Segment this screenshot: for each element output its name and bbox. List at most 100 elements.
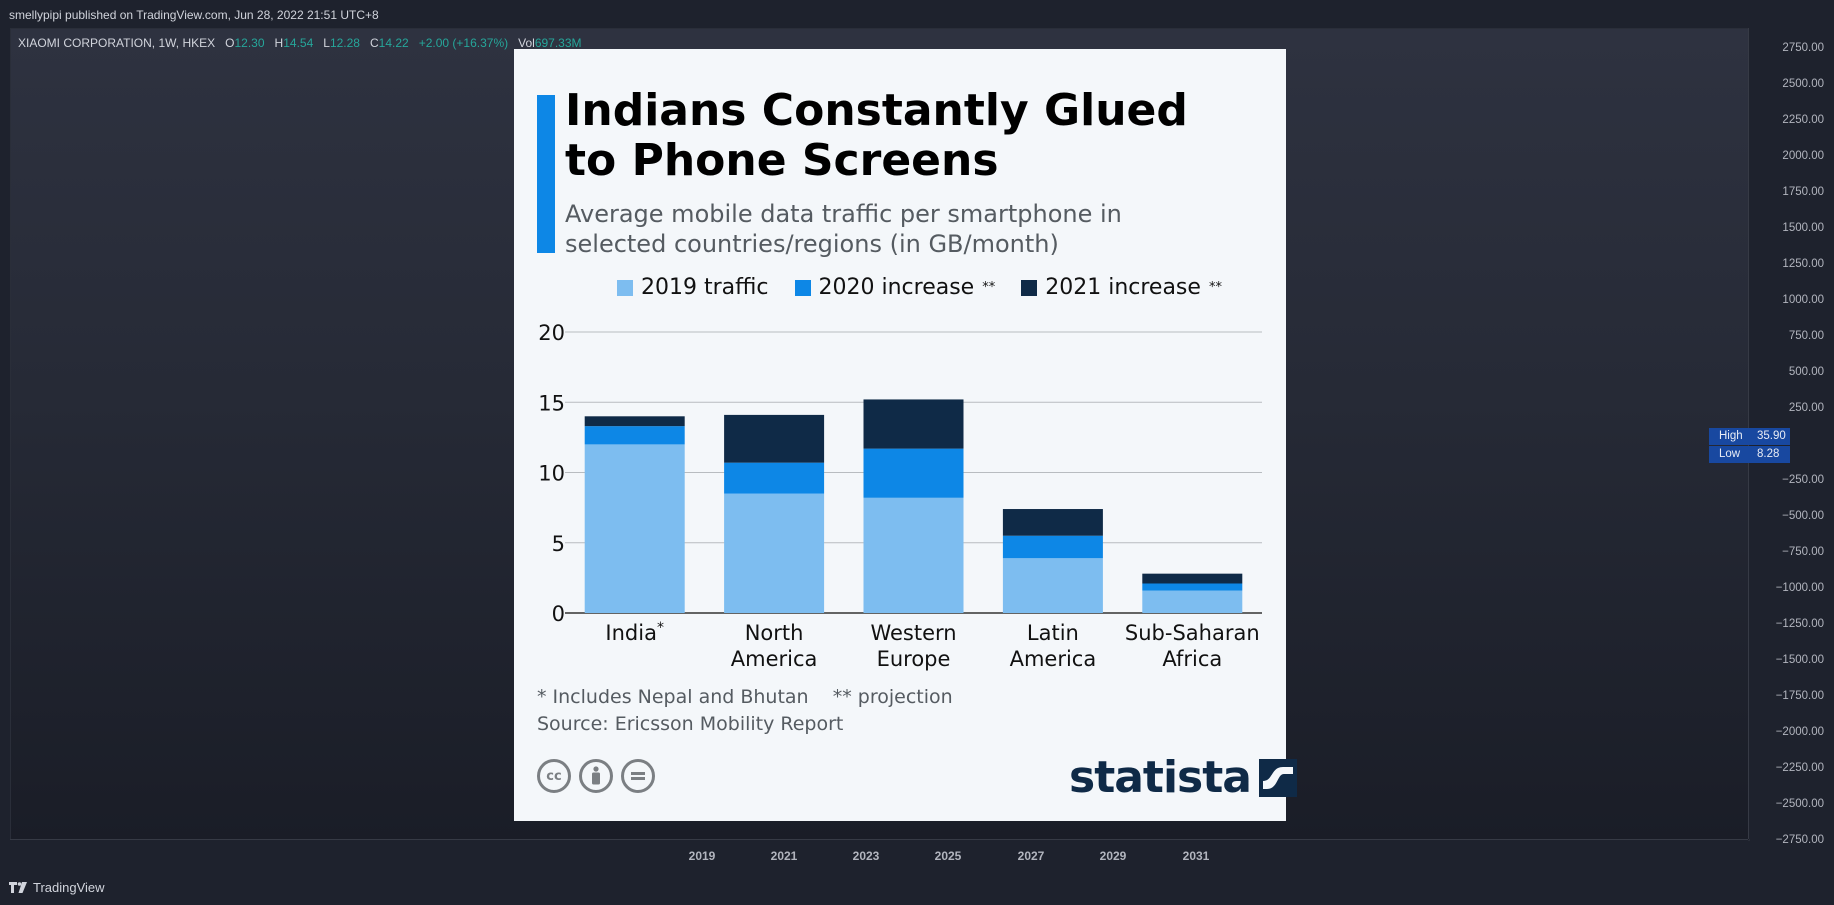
price-tick: 2500.00 — [1782, 78, 1824, 90]
tradingview-logo[interactable]: TradingView — [9, 880, 105, 895]
low-tag: Low 8.28 — [1709, 446, 1790, 463]
price-tick: 1000.00 — [1782, 294, 1824, 306]
time-tick: 2021 — [770, 849, 798, 863]
attribution-icon — [579, 759, 613, 793]
legend-label: 2020 increase — [818, 275, 975, 300]
low-label: L — [323, 36, 330, 50]
y-tick-label: 10 — [538, 462, 565, 486]
infographic-card: Indians Constantly Glued to Phone Screen… — [514, 49, 1297, 821]
license-icons: cc — [537, 759, 655, 793]
bar-segment — [1142, 583, 1243, 591]
category-label: Africa — [1162, 647, 1222, 671]
price-tick: 2250.00 — [1782, 114, 1824, 126]
category-label: Western — [870, 621, 956, 645]
low-value: 12.28 — [329, 36, 360, 50]
legend-item: 2021 increase ** — [1021, 275, 1222, 300]
change-value: +2.00 (+16.37%) — [418, 36, 509, 50]
close-value: 14.22 — [378, 36, 409, 50]
time-tick: 2027 — [1017, 849, 1045, 863]
price-tick: −1750.00 — [1775, 690, 1824, 702]
price-tick: −1500.00 — [1775, 654, 1824, 666]
y-tick-label: 0 — [552, 602, 565, 626]
price-tick: −2500.00 — [1775, 798, 1824, 810]
bar-segment — [1142, 573, 1243, 584]
category-label: India* — [605, 620, 664, 645]
legend-label: 2021 increase — [1045, 275, 1201, 300]
legend-swatch — [794, 279, 811, 296]
price-axis[interactable]: 2750.00 2500.00 2250.00 2000.00 1750.00 1500.… — [1748, 28, 1834, 846]
time-tick: 2031 — [1182, 849, 1210, 863]
price-tick: 1500.00 — [1782, 222, 1824, 234]
publish-text: smellypipi published on TradingView.com,… — [9, 8, 379, 22]
time-tick: 2025 — [934, 849, 962, 863]
price-tick: 1250.00 — [1782, 258, 1824, 270]
bar-segment — [1142, 590, 1243, 613]
price-tick: −250.00 — [1782, 474, 1824, 486]
high-label: H — [274, 36, 284, 50]
legend-swatch — [617, 279, 633, 296]
statista-logo: statista — [1069, 752, 1297, 803]
low-tag-value: 8.28 — [1757, 448, 1780, 460]
bar-segment — [863, 399, 964, 449]
chart-legend: 2019 traffic 2020 increase ** 2021 increase… — [617, 275, 1222, 300]
legend-item: 2019 traffic — [617, 275, 769, 300]
open-label: O — [225, 36, 235, 50]
price-tick: 2000.00 — [1782, 150, 1824, 162]
volume-value: 697.33M — [534, 36, 582, 50]
volume-label: Vol — [518, 36, 535, 50]
bar-segment — [1002, 535, 1103, 559]
high-tag-label: High — [1719, 430, 1743, 442]
high-value: 14.54 — [283, 36, 314, 50]
price-tick: −750.00 — [1782, 546, 1824, 558]
bar-segment — [584, 444, 685, 613]
bar-segment — [584, 426, 685, 445]
bar-segment — [584, 416, 685, 427]
statista-icon — [1258, 758, 1297, 797]
y-tick-label: 20 — [538, 321, 565, 345]
price-tick: −2000.00 — [1775, 726, 1824, 738]
price-tick: −500.00 — [1782, 510, 1824, 522]
cc-icon: cc — [537, 759, 571, 793]
infographic-title: Indians Constantly Glued to Phone Screen… — [565, 85, 1188, 186]
time-axis[interactable]: 2019 2021 2023 2025 2027 2029 2031 — [10, 839, 1748, 874]
bar-segment — [724, 493, 825, 613]
no-derivatives-icon — [621, 759, 655, 793]
source-note: Source: Ericsson Mobility Report — [537, 713, 844, 735]
price-tick: 1750.00 — [1782, 186, 1824, 198]
category-label: Sub-Saharan — [1125, 621, 1260, 645]
infographic-subtitle: Average mobile data traffic per smartpho… — [565, 200, 1122, 258]
time-tick: 2029 — [1099, 849, 1127, 863]
bar-segment — [724, 462, 825, 494]
high-tag-value: 35.90 — [1757, 430, 1786, 442]
low-tag-label: Low — [1719, 448, 1741, 460]
bar-segment — [724, 414, 825, 463]
price-tick: 750.00 — [1788, 330, 1824, 342]
legend-sup: ** — [982, 280, 996, 295]
tradingview-brand: TradingView — [33, 880, 105, 895]
time-tick: 2023 — [852, 849, 880, 863]
legend-item: 2020 increase ** — [794, 275, 996, 300]
footnote: * Includes Nepal and Bhutan ** projectio… — [537, 686, 953, 708]
symbol-name[interactable]: XIAOMI CORPORATION, 1W, HKEX — [18, 36, 216, 50]
price-tick: 2750.00 — [1782, 42, 1824, 54]
bar-segment — [863, 448, 964, 498]
category-label: America — [731, 647, 818, 671]
category-label: North — [745, 621, 804, 645]
close-label: C — [370, 36, 379, 50]
y-tick-label: 15 — [538, 391, 565, 415]
bar-segment — [1002, 558, 1103, 613]
legend-label: 2019 traffic — [641, 275, 769, 300]
price-tick: −2750.00 — [1775, 834, 1824, 846]
symbol-legend[interactable]: XIAOMI CORPORATION, 1W, HKEX O12.30 H14.… — [18, 36, 582, 50]
price-tick: −1250.00 — [1775, 618, 1824, 630]
bar-segment — [863, 497, 964, 613]
category-label: America — [1010, 647, 1097, 671]
statista-brand: statista — [1069, 752, 1252, 803]
high-tag: High 35.90 — [1709, 428, 1790, 445]
price-tick: 250.00 — [1788, 402, 1824, 414]
price-tick: −2250.00 — [1775, 762, 1824, 774]
price-tick: −1000.00 — [1775, 582, 1824, 594]
category-label: Latin — [1027, 621, 1079, 645]
price-tick: 500.00 — [1788, 366, 1824, 378]
